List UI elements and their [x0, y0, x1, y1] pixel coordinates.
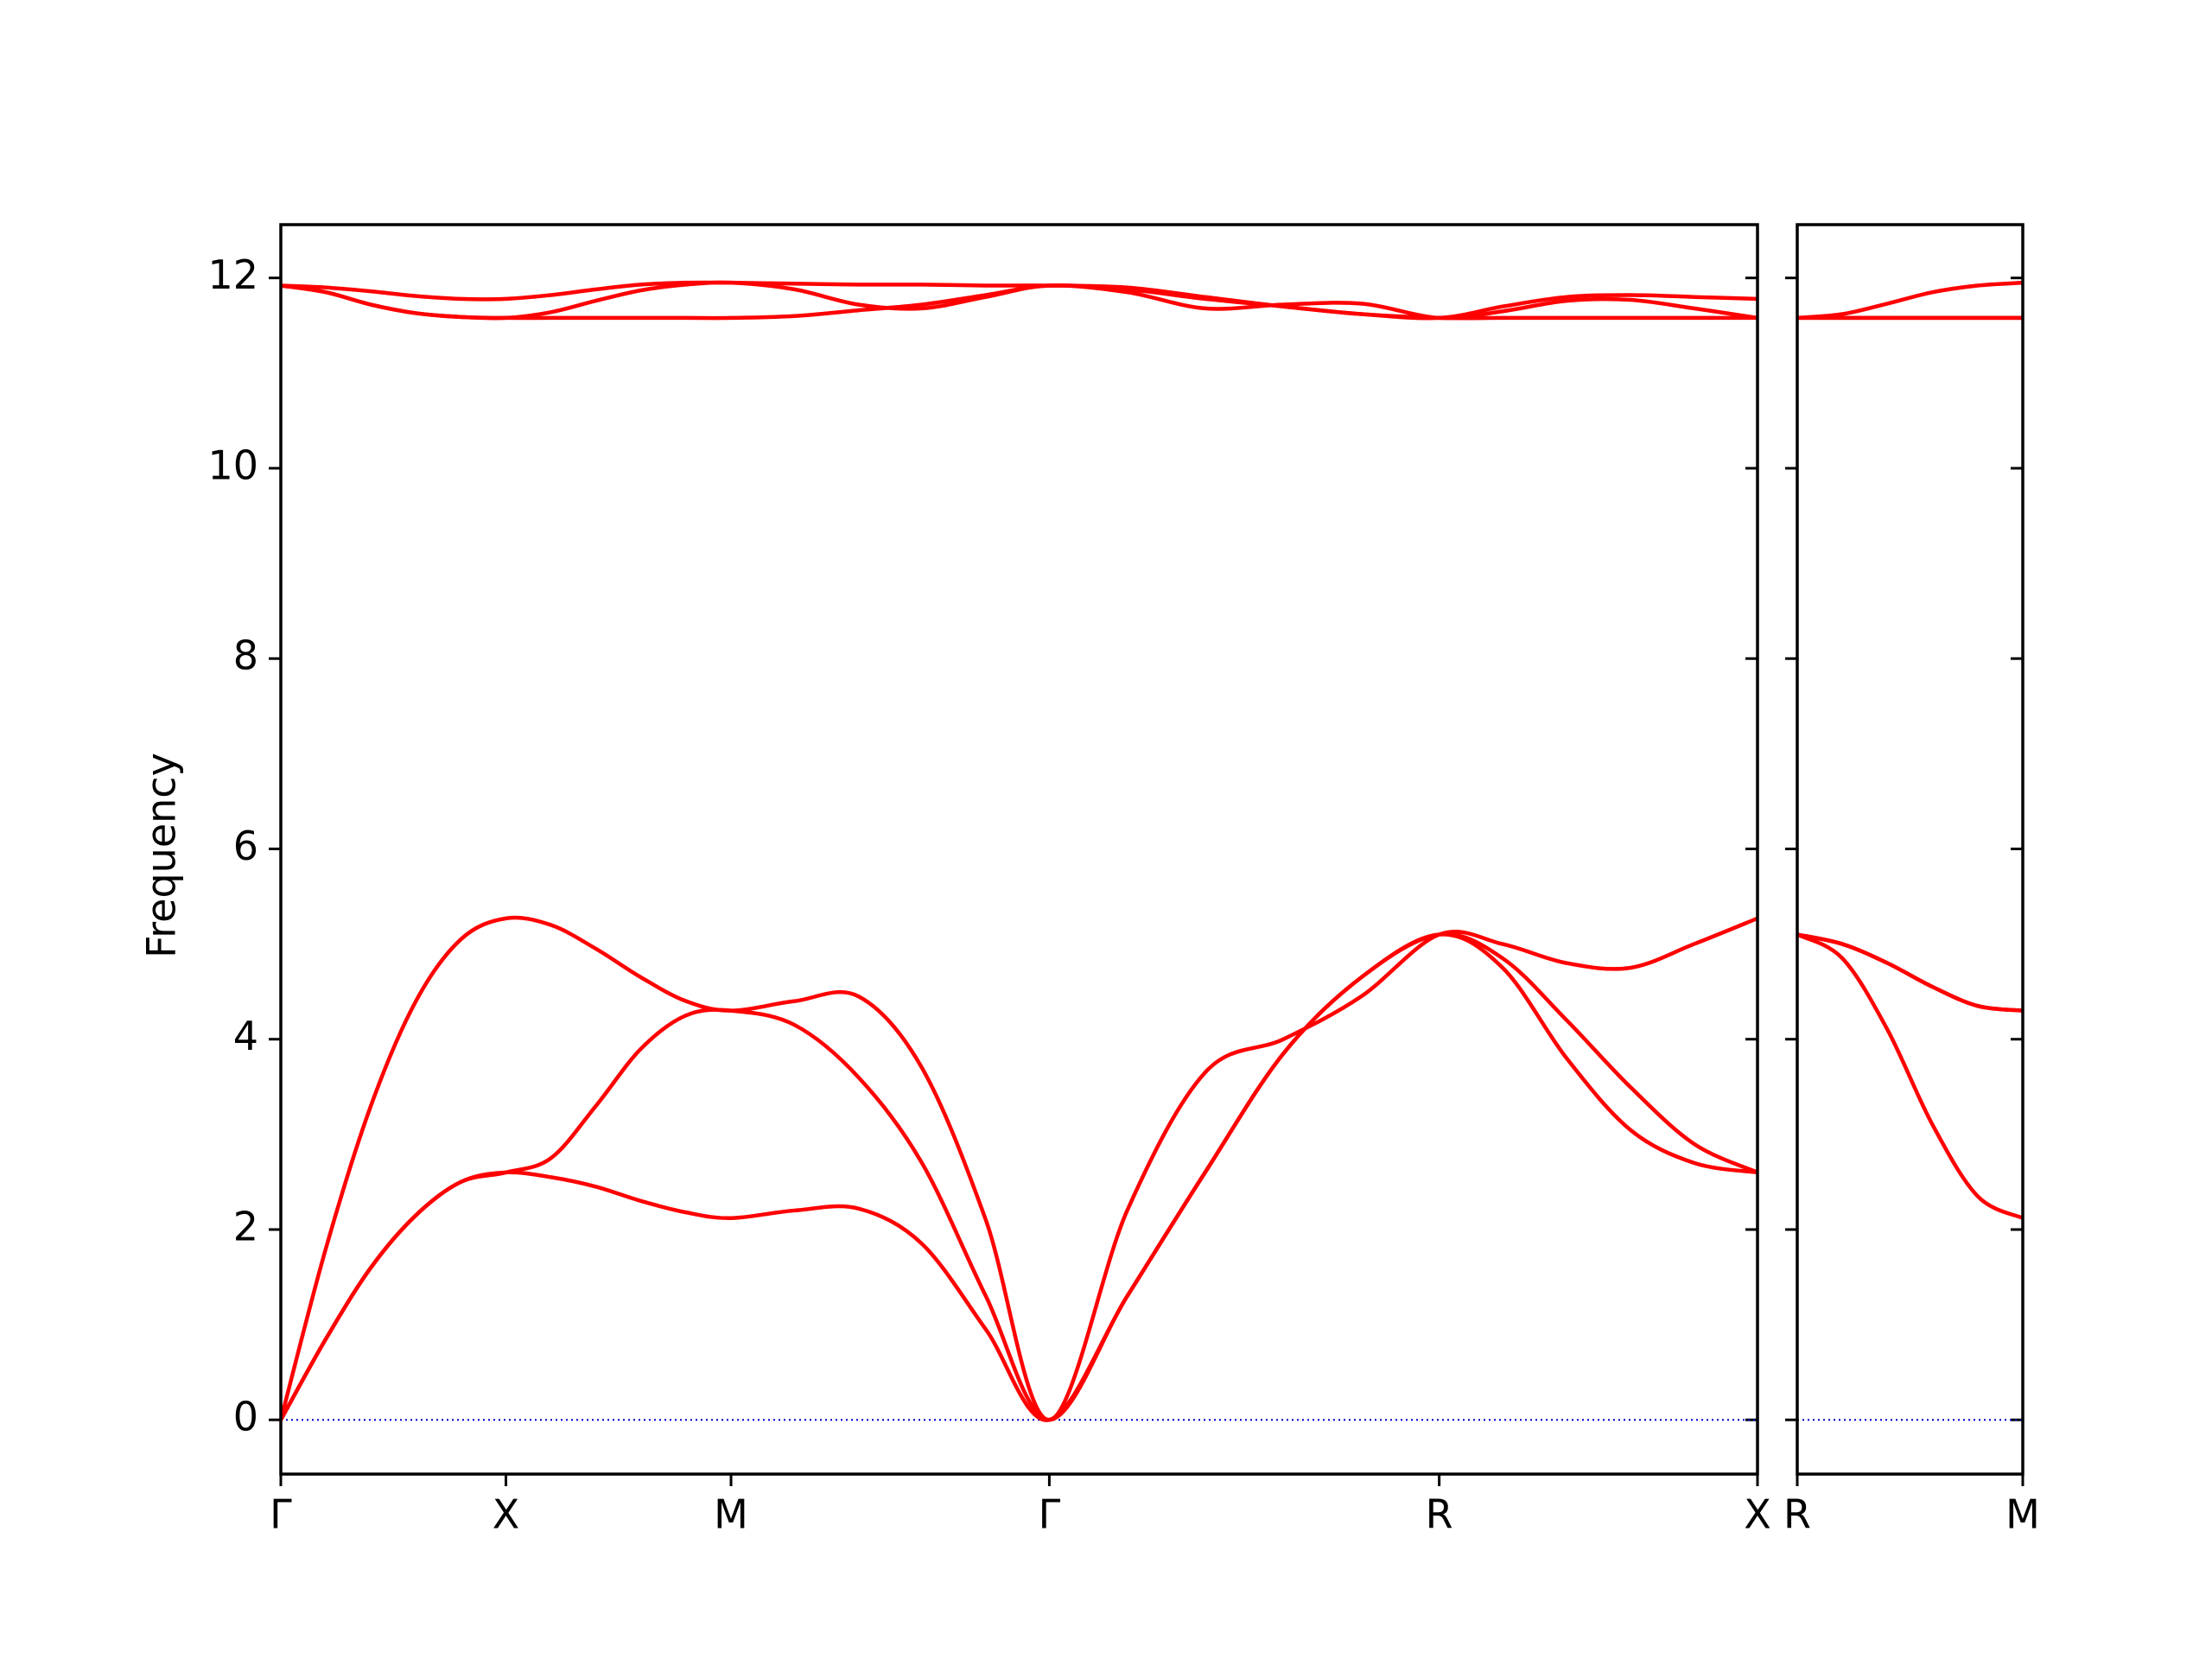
band-line	[280, 280, 1758, 321]
band-line	[280, 280, 1758, 321]
band-line	[279, 931, 1758, 1422]
x-tick-label: X	[493, 1491, 520, 1538]
plot-frame	[279, 223, 1759, 1476]
y-tick-label: 6	[233, 823, 258, 869]
y-tick-label: 8	[233, 632, 258, 679]
x-tick-label: Γ	[1039, 1491, 1061, 1538]
y-tick-label: 2	[233, 1203, 258, 1249]
band-line	[1796, 932, 2024, 1013]
x-tick-label: R	[1426, 1491, 1453, 1538]
x-tick-label: R	[1783, 1491, 1811, 1538]
y-tick-label: 4	[233, 1013, 258, 1059]
band-line	[278, 915, 1758, 1422]
plot-frame	[1796, 223, 2024, 1476]
band-line	[1796, 280, 2024, 321]
y-tick-label: 12	[207, 251, 258, 298]
x-tick-label: M	[714, 1491, 748, 1538]
y-tick-label: 10	[207, 442, 258, 488]
y-axis-label: Frequency	[138, 753, 185, 958]
band-line	[1796, 932, 2024, 1013]
x-tick-label: Γ	[270, 1491, 292, 1538]
band-line	[1796, 932, 2024, 1220]
y-tick-label: 0	[233, 1394, 258, 1440]
x-tick-label: M	[2005, 1491, 2040, 1538]
x-tick-label: X	[1744, 1491, 1771, 1538]
